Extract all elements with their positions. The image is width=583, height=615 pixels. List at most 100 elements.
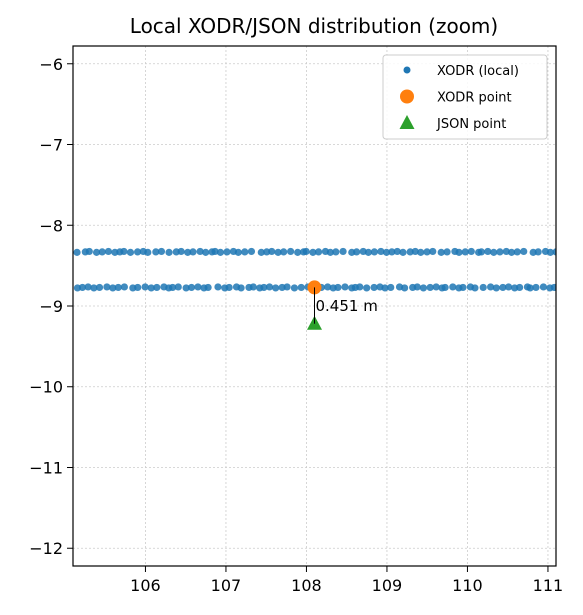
xodr-local-point xyxy=(339,247,347,256)
grid xyxy=(73,46,556,566)
xodr-local-point xyxy=(234,248,242,256)
xodr-local-point xyxy=(223,248,231,256)
xodr-local-point xyxy=(147,284,155,292)
xodr-local-point xyxy=(423,248,431,256)
xodr-local-point xyxy=(196,247,204,256)
xodr-local-point xyxy=(539,283,548,291)
xodr-local-point xyxy=(103,283,111,291)
xodr-local-point xyxy=(73,248,81,256)
xodr-local-point xyxy=(109,284,117,292)
xodr-local-point xyxy=(401,284,409,292)
xodr-local-point xyxy=(449,283,457,291)
xodr-local-point xyxy=(552,248,556,256)
xodr-local-point xyxy=(187,283,196,292)
xodr-local-point xyxy=(419,284,428,292)
y-tick-label: −9 xyxy=(39,297,63,316)
xodr-local-point xyxy=(182,284,190,292)
legend-box xyxy=(382,54,548,140)
xodr-local-point xyxy=(381,284,389,292)
xodr-local-point xyxy=(95,283,104,292)
xodr-local-point xyxy=(388,248,396,256)
xodr-local-point xyxy=(287,247,295,256)
xodr-local-point xyxy=(477,248,486,256)
xodr-local-point xyxy=(443,248,451,256)
y-tick-label: −10 xyxy=(29,378,63,397)
xodr-local-point xyxy=(496,248,504,256)
xodr-local-point xyxy=(249,283,257,291)
distance-label: 0.451 m xyxy=(316,297,378,315)
y-tick-label: −7 xyxy=(39,136,63,155)
xodr-local-point xyxy=(152,248,160,256)
legend-label: XODR point xyxy=(437,91,512,106)
xodr-local-point xyxy=(144,248,152,256)
y-tick-label: −6 xyxy=(39,55,63,74)
xodr-local-point xyxy=(370,248,378,256)
xodr-local-point xyxy=(174,283,182,291)
x-tick-label: 110 xyxy=(452,576,483,595)
xodr-local-point xyxy=(520,247,528,256)
xodr-local-point xyxy=(486,283,495,291)
xodr-local-point xyxy=(302,247,310,256)
xodr-local-point xyxy=(280,248,288,256)
xodr-local-point xyxy=(507,248,516,256)
xodr-local-point xyxy=(429,247,437,256)
x-tick-label: 107 xyxy=(211,576,242,595)
xodr-local-point xyxy=(513,248,521,256)
xodr-local-point xyxy=(114,283,122,292)
chart-title: Local XODR/JSON distribution (zoom) xyxy=(130,14,498,38)
xodr-local-point xyxy=(550,283,556,292)
xodr-local-point xyxy=(237,284,245,292)
legend: XODR (local) XODR point JSON point xyxy=(382,54,548,140)
xodr-local-point xyxy=(309,248,317,256)
xodr-local-point xyxy=(504,283,513,291)
xodr-local-point xyxy=(274,248,282,256)
xodr-local-point xyxy=(184,248,192,256)
xodr-local-point xyxy=(471,284,479,292)
y-tick-label: −12 xyxy=(29,539,63,558)
xodr-local-point xyxy=(204,283,212,292)
xodr-local-point xyxy=(356,283,364,291)
xodr-local-point xyxy=(141,283,149,291)
data-points xyxy=(73,247,556,330)
xodr-local-point xyxy=(432,283,440,291)
xodr-local-point xyxy=(211,247,219,256)
xodr-local-point xyxy=(499,283,507,292)
xodr-local-point xyxy=(294,248,302,256)
legend-marker-xodr-point xyxy=(400,89,414,104)
xodr-local-point xyxy=(532,283,540,292)
xodr-local-point xyxy=(363,284,371,292)
xodr-local-point xyxy=(241,248,249,256)
xodr-local-point xyxy=(441,283,449,292)
xodr-local-point xyxy=(194,283,202,291)
xodr-local-point xyxy=(78,283,87,292)
xodr-local-point xyxy=(479,283,487,292)
xodr-local-point xyxy=(353,248,361,256)
xodr-local-point xyxy=(165,248,173,256)
xodr-local-point xyxy=(177,247,185,256)
xodr-local-point xyxy=(133,248,142,256)
xodr-local-point xyxy=(265,283,274,291)
xodr-local-point xyxy=(484,247,492,256)
xodr-local-point xyxy=(189,248,197,256)
xodr-local-point xyxy=(387,283,395,292)
xodr-local-point xyxy=(411,247,419,256)
y-tick-label: −11 xyxy=(29,458,63,477)
xodr-local-point xyxy=(534,248,542,256)
xodr-local-point xyxy=(84,283,92,291)
xodr-local-point xyxy=(98,248,106,256)
xodr-local-point xyxy=(202,248,210,256)
xodr-local-point xyxy=(393,247,401,256)
xodr-local-point xyxy=(426,283,434,292)
annotation-layer: 0.451 m xyxy=(314,287,378,324)
xodr-local-point xyxy=(455,248,463,256)
xodr-local-point xyxy=(297,283,305,292)
xodr-local-point xyxy=(492,284,500,292)
x-tick-label: 111 xyxy=(533,576,564,595)
legend-marker-xodr-local xyxy=(403,66,411,74)
legend-marker-json-point xyxy=(399,115,415,129)
xodr-local-point xyxy=(314,248,323,256)
xodr-local-point xyxy=(490,248,498,256)
legend-label: XODR (local) xyxy=(437,64,519,79)
xodr-local-point xyxy=(85,247,93,256)
